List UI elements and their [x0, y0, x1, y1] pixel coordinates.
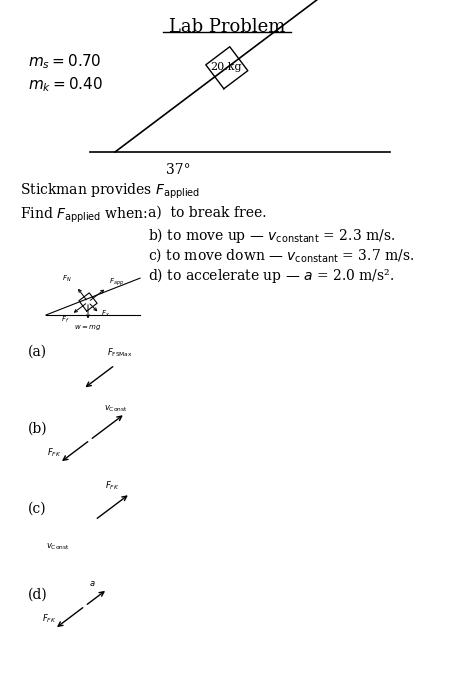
Text: $m_s = 0.70$: $m_s = 0.70$ — [28, 52, 101, 71]
Text: (b): (b) — [28, 422, 48, 436]
Text: $v_{\mathrm{Const}}$: $v_{\mathrm{Const}}$ — [46, 541, 70, 552]
Text: 20.kg: 20.kg — [210, 62, 242, 71]
Text: b) to move up — $v_{\mathrm{constant}}$ = 2.3 m/s.: b) to move up — $v_{\mathrm{constant}}$ … — [148, 226, 395, 245]
Text: $F_{FK}$: $F_{FK}$ — [105, 480, 120, 492]
Text: $w=mg$: $w=mg$ — [74, 323, 101, 332]
Text: c) to move down — $v_{\mathrm{constant}}$ = 3.7 m/s.: c) to move down — $v_{\mathrm{constant}}… — [148, 246, 415, 264]
Text: Find $F_{\mathrm{applied}}$ when:: Find $F_{\mathrm{applied}}$ when: — [20, 206, 148, 225]
Text: $F_x$: $F_x$ — [101, 308, 111, 318]
Text: 37°: 37° — [166, 163, 190, 177]
Text: Lab Problem: Lab Problem — [169, 18, 285, 36]
Text: (d): (d) — [28, 588, 48, 602]
Text: $a$: $a$ — [89, 579, 96, 588]
Text: $F_N$: $F_N$ — [62, 274, 71, 284]
Text: $F_{app}$: $F_{app}$ — [109, 276, 124, 288]
Text: $F_f$: $F_f$ — [61, 314, 70, 325]
Text: d) to accelerate up — $a$ = 2.0 m/s².: d) to accelerate up — $a$ = 2.0 m/s². — [148, 266, 394, 285]
Text: $F_{FK}$: $F_{FK}$ — [47, 447, 61, 459]
Text: $F_{FK}$: $F_{FK}$ — [42, 612, 57, 625]
Text: $m_k = 0.40$: $m_k = 0.40$ — [28, 75, 103, 94]
Text: Stickman provides $F_{\mathrm{applied}}$: Stickman provides $F_{\mathrm{applied}}$ — [20, 182, 200, 202]
Text: (a): (a) — [28, 345, 47, 359]
Text: $v_{\mathrm{Const}}$: $v_{\mathrm{Const}}$ — [104, 403, 127, 414]
Text: $F_{\mathrm{FSMax}}$: $F_{\mathrm{FSMax}}$ — [107, 346, 133, 359]
Text: (c): (c) — [28, 502, 46, 516]
Text: a)  to break free.: a) to break free. — [148, 206, 267, 220]
